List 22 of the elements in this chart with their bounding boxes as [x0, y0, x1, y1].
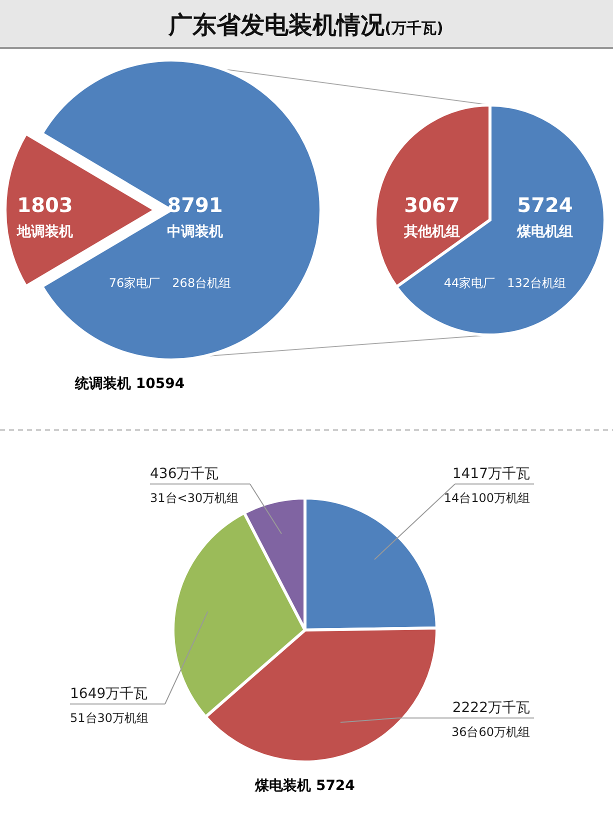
slice-label: 中调装机	[167, 224, 223, 240]
data-label: 3067	[404, 193, 460, 217]
text: 76家电厂 268台机组	[108, 276, 232, 290]
text: 煤电装机 5724	[254, 778, 356, 794]
text: (万千瓦)	[384, 19, 444, 37]
slice-label: 14台100万机组	[444, 491, 530, 505]
chart-title: 广东省发电装机情况	[168, 11, 386, 39]
data-label: 8791	[167, 193, 223, 217]
slice-label: 其他机组	[403, 224, 460, 240]
slice-label: 煤电机组	[516, 224, 573, 240]
data-label: 436万千瓦	[150, 466, 219, 482]
data-label: 2222万千瓦	[452, 700, 530, 716]
slice-label: 31台<30万机组	[150, 491, 239, 505]
text: 统调装机 10594	[74, 375, 185, 392]
text: 44家电厂 132台机组	[444, 276, 566, 290]
data-label: 1803	[17, 193, 73, 217]
slice-label: 地调装机	[16, 224, 73, 240]
data-label: 5724	[517, 193, 573, 217]
data-label: 1417万千瓦	[452, 466, 530, 482]
data-label: 1649万千瓦	[70, 686, 148, 702]
slice-label: 36台60万机组	[451, 725, 530, 739]
slice-label: 51台30万机组	[70, 711, 149, 725]
